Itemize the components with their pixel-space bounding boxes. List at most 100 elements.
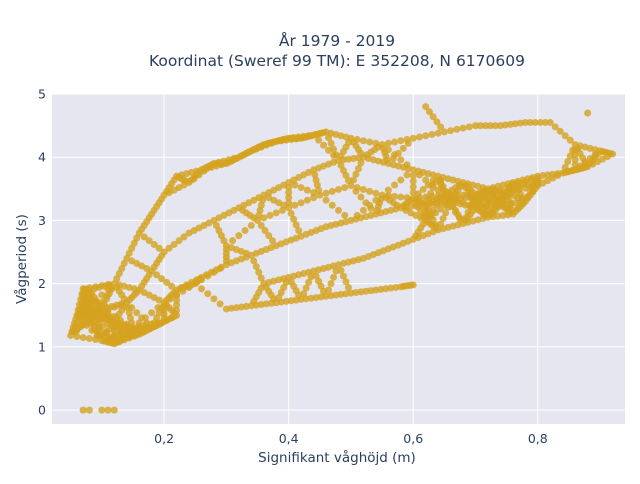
data-point xyxy=(195,171,203,179)
data-point xyxy=(366,201,374,209)
data-point xyxy=(148,309,156,317)
data-point xyxy=(569,146,577,154)
data-point xyxy=(185,283,193,291)
data-point xyxy=(310,194,318,202)
data-point xyxy=(154,319,162,327)
data-point xyxy=(556,127,564,135)
data-point xyxy=(409,172,417,180)
data-point xyxy=(330,262,338,270)
data-point xyxy=(140,233,148,241)
data-point xyxy=(261,227,269,235)
data-point xyxy=(429,206,437,214)
data-point xyxy=(546,118,554,126)
data-point xyxy=(434,186,442,194)
data-point xyxy=(586,154,594,162)
data-point xyxy=(486,122,494,130)
data-point xyxy=(260,214,268,222)
data-point xyxy=(367,287,375,295)
data-point xyxy=(317,293,325,301)
x-tick-label: 0,8 xyxy=(528,431,548,446)
data-point xyxy=(448,203,456,211)
data-point xyxy=(235,232,243,240)
data-point xyxy=(434,129,442,137)
data-point xyxy=(424,218,432,226)
scatter-points xyxy=(67,103,617,414)
data-point xyxy=(79,406,87,414)
data-point xyxy=(79,334,87,342)
data-point xyxy=(135,319,143,327)
data-point xyxy=(280,275,288,283)
data-point xyxy=(265,189,273,197)
data-point xyxy=(335,206,342,214)
data-point xyxy=(344,283,352,291)
data-point xyxy=(322,189,330,197)
data-point xyxy=(341,211,349,219)
chart-title-line-2: Koordinat (Sweref 99 TM): E 352208, N 61… xyxy=(149,52,525,70)
data-point xyxy=(422,132,430,140)
data-point xyxy=(366,138,374,146)
data-point xyxy=(415,194,423,202)
data-point xyxy=(397,137,405,145)
data-point xyxy=(73,326,81,334)
data-point xyxy=(353,184,361,192)
data-point xyxy=(437,123,445,131)
data-point xyxy=(419,185,427,193)
data-point xyxy=(391,138,399,146)
data-point xyxy=(404,237,412,245)
data-point xyxy=(528,183,536,191)
data-point xyxy=(581,158,589,166)
data-point xyxy=(353,211,361,219)
data-point xyxy=(528,175,536,183)
data-point xyxy=(459,199,467,207)
data-point xyxy=(342,290,350,298)
data-point xyxy=(312,272,320,280)
data-point xyxy=(433,201,441,209)
data-point xyxy=(322,196,330,204)
data-point xyxy=(339,156,347,164)
data-point xyxy=(287,278,295,286)
data-point xyxy=(422,176,430,184)
data-point xyxy=(290,215,298,223)
data-point xyxy=(514,204,522,212)
data-point xyxy=(359,206,367,214)
data-point xyxy=(265,232,273,240)
plot-area xyxy=(52,94,625,424)
data-point xyxy=(566,152,574,160)
data-point xyxy=(357,193,365,201)
data-point xyxy=(175,237,183,245)
data-point xyxy=(521,184,529,192)
data-point xyxy=(73,333,81,341)
data-point xyxy=(190,175,198,183)
data-point xyxy=(85,406,93,414)
data-point xyxy=(359,137,367,145)
data-point xyxy=(437,196,445,204)
data-point xyxy=(452,208,460,216)
data-point xyxy=(409,134,417,142)
data-point xyxy=(163,278,171,286)
data-point xyxy=(536,118,544,126)
data-point xyxy=(173,291,181,299)
data-point xyxy=(394,149,402,157)
data-point xyxy=(490,189,498,197)
data-point xyxy=(335,185,342,193)
data-point xyxy=(138,282,146,290)
data-point xyxy=(584,109,592,117)
data-point xyxy=(415,171,423,179)
data-point xyxy=(325,286,333,294)
data-point xyxy=(491,122,499,130)
data-point xyxy=(428,130,436,138)
data-point xyxy=(155,244,163,252)
data-point xyxy=(302,284,310,292)
data-point xyxy=(589,160,597,168)
data-point xyxy=(337,266,345,274)
data-point xyxy=(384,186,392,194)
data-point xyxy=(300,290,308,298)
data-point xyxy=(204,290,212,298)
data-point xyxy=(484,197,492,205)
data-point xyxy=(250,214,258,222)
data-point xyxy=(216,264,224,272)
data-point xyxy=(422,193,430,201)
data-point xyxy=(372,189,380,197)
data-point xyxy=(141,314,149,322)
data-point xyxy=(397,156,405,164)
